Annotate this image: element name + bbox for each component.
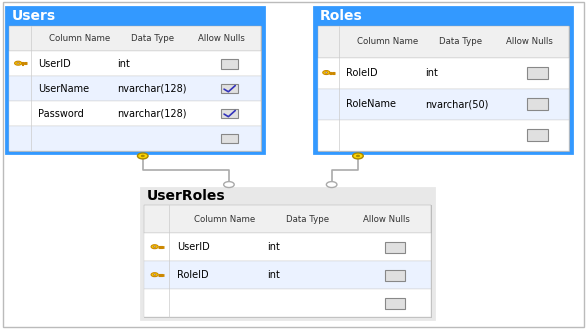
Circle shape bbox=[151, 273, 158, 277]
Text: Data Type: Data Type bbox=[131, 34, 174, 43]
Bar bbox=[314, 7, 572, 153]
Bar bbox=[221, 134, 238, 143]
Bar bbox=[9, 51, 261, 76]
Bar bbox=[9, 101, 261, 126]
Text: Data Type: Data Type bbox=[286, 215, 329, 224]
Text: UserRoles: UserRoles bbox=[147, 190, 225, 203]
Bar bbox=[6, 7, 264, 153]
Bar bbox=[221, 59, 238, 68]
Text: nvarchar(128): nvarchar(128) bbox=[117, 109, 187, 119]
Circle shape bbox=[153, 246, 156, 247]
Bar bbox=[9, 76, 261, 101]
Bar bbox=[144, 233, 431, 261]
Text: Data Type: Data Type bbox=[439, 38, 483, 46]
Bar bbox=[318, 120, 569, 151]
Bar bbox=[9, 126, 261, 151]
Text: UserID: UserID bbox=[177, 242, 210, 252]
Circle shape bbox=[153, 274, 156, 275]
Bar bbox=[386, 242, 404, 253]
Text: Allow Nulls: Allow Nulls bbox=[363, 215, 410, 224]
Bar bbox=[318, 58, 569, 89]
Text: int: int bbox=[426, 68, 438, 78]
Bar bbox=[144, 205, 431, 233]
Circle shape bbox=[353, 153, 363, 159]
Bar bbox=[527, 129, 548, 141]
Bar bbox=[386, 298, 404, 309]
Text: UserID: UserID bbox=[38, 59, 71, 69]
Bar bbox=[144, 261, 431, 289]
Text: Column Name: Column Name bbox=[194, 215, 255, 224]
Bar bbox=[141, 188, 434, 319]
Bar bbox=[318, 26, 569, 58]
Text: RoleID: RoleID bbox=[177, 270, 209, 280]
Circle shape bbox=[137, 153, 148, 159]
Circle shape bbox=[16, 63, 19, 64]
Circle shape bbox=[224, 182, 234, 188]
Circle shape bbox=[356, 155, 359, 157]
Circle shape bbox=[141, 155, 144, 157]
Bar bbox=[386, 270, 404, 281]
Bar bbox=[221, 109, 238, 118]
Text: Allow Nulls: Allow Nulls bbox=[198, 34, 245, 43]
Text: Users: Users bbox=[12, 10, 56, 23]
Bar bbox=[318, 26, 569, 151]
Circle shape bbox=[326, 182, 337, 188]
Circle shape bbox=[325, 72, 328, 73]
Circle shape bbox=[151, 245, 158, 249]
Text: int: int bbox=[117, 59, 130, 69]
Circle shape bbox=[15, 61, 22, 65]
Bar bbox=[221, 84, 238, 93]
Text: Column Name: Column Name bbox=[357, 38, 419, 46]
Text: int: int bbox=[268, 270, 281, 280]
Text: Password: Password bbox=[38, 109, 84, 119]
Text: nvarchar(50): nvarchar(50) bbox=[426, 99, 489, 109]
Bar bbox=[9, 26, 261, 151]
Text: RoleID: RoleID bbox=[346, 68, 378, 78]
Bar bbox=[318, 89, 569, 120]
Text: Column Name: Column Name bbox=[49, 34, 110, 43]
Bar bbox=[527, 98, 548, 110]
Bar bbox=[144, 289, 431, 317]
Text: nvarchar(128): nvarchar(128) bbox=[117, 84, 187, 94]
Bar bbox=[9, 26, 261, 51]
Text: int: int bbox=[268, 242, 281, 252]
Circle shape bbox=[323, 70, 330, 75]
Text: Allow Nulls: Allow Nulls bbox=[507, 38, 554, 46]
Text: RoleName: RoleName bbox=[346, 99, 396, 109]
Text: UserName: UserName bbox=[38, 84, 89, 94]
Bar bbox=[144, 205, 431, 317]
Text: Roles: Roles bbox=[320, 10, 363, 23]
Bar bbox=[527, 67, 548, 79]
